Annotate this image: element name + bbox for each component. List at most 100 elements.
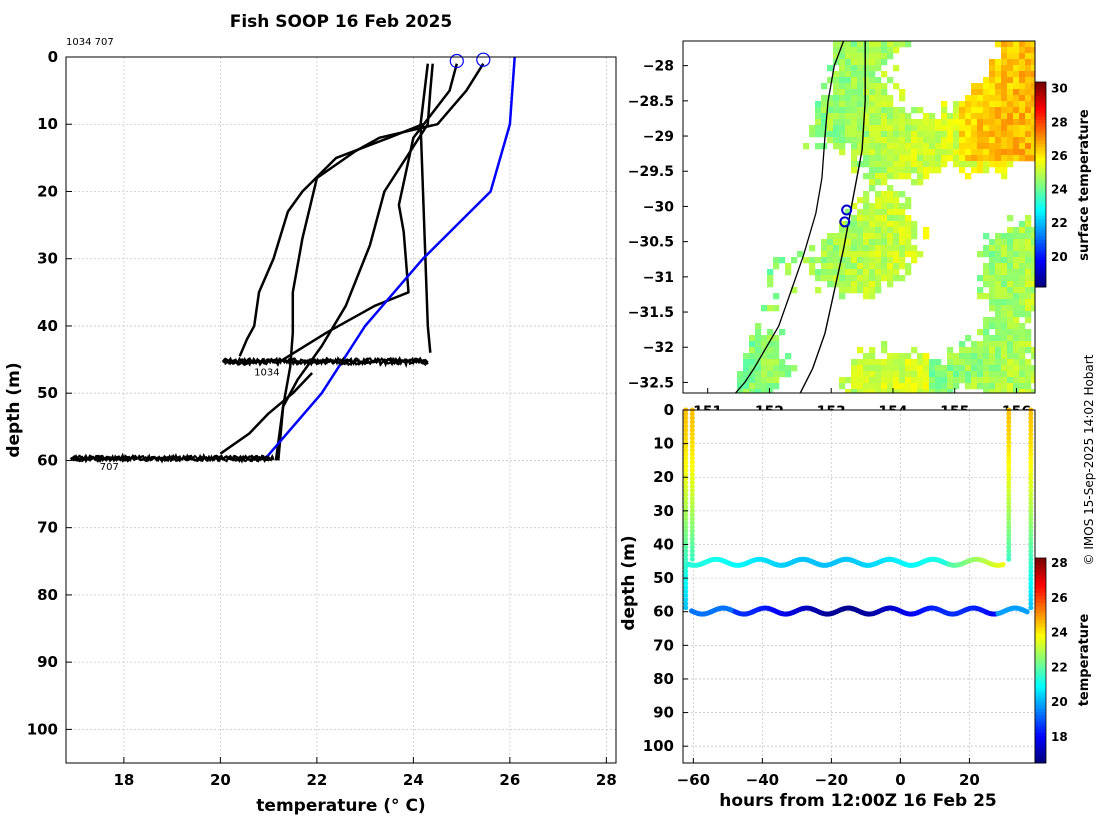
- sst-cell: [953, 143, 960, 150]
- cast-point: [689, 496, 695, 502]
- sst-cell: [863, 95, 870, 102]
- sst-cell: [863, 353, 870, 360]
- sst-cell: [959, 365, 966, 372]
- sst-cell: [881, 125, 888, 132]
- sst-cell: [989, 365, 996, 372]
- sst-cell: [875, 161, 882, 168]
- timeseries-colorbar-segment: [1035, 592, 1046, 597]
- sst-cell: [881, 209, 888, 216]
- sst-cell: [905, 119, 912, 126]
- timeseries-x-axis-label: hours from 12:00Z 16 Feb 25: [719, 791, 997, 811]
- cast-point: [1006, 435, 1012, 441]
- sst-cell: [989, 299, 996, 306]
- sst-cell: [857, 245, 864, 252]
- timeseries-tick-label-y: 0: [664, 401, 674, 419]
- cast-point: [689, 488, 695, 494]
- cast-point: [683, 585, 689, 591]
- sst-cell: [881, 143, 888, 150]
- sst-cell: [1025, 137, 1032, 144]
- sst-cell: [995, 389, 1002, 393]
- sst-cell: [1019, 125, 1026, 132]
- sst-cell: [935, 131, 942, 138]
- map-colorbar-segment: [1035, 266, 1046, 271]
- sst-cell: [869, 209, 876, 216]
- map-colorbar-segment: [1035, 99, 1046, 103]
- sst-cell: [1001, 101, 1008, 108]
- cast-point: [1006, 468, 1012, 474]
- timeseries-tick-label-y: 50: [653, 569, 674, 587]
- sst-cell: [989, 245, 996, 252]
- cast-point: [1028, 504, 1034, 510]
- sst-cell: [869, 359, 876, 366]
- sst-cell: [827, 233, 834, 240]
- map-tick-label-y: −28: [643, 59, 674, 75]
- sst-cell: [1031, 389, 1035, 393]
- sst-cell: [857, 275, 864, 282]
- profile-line-blue: [262, 56, 516, 462]
- profile-tick-label-y: 30: [37, 250, 58, 268]
- sst-cell: [983, 119, 990, 126]
- sst-cell: [875, 263, 882, 270]
- sst-cell: [983, 101, 990, 108]
- sst-cell: [863, 275, 870, 282]
- sst-cell: [1007, 59, 1014, 66]
- sst-cell: [1031, 47, 1035, 54]
- sst-cell: [857, 251, 864, 258]
- timeseries-tick-label-y: 30: [653, 502, 674, 520]
- sst-cell: [1001, 269, 1008, 276]
- sst-cell: [977, 347, 984, 354]
- sst-cell: [1001, 173, 1008, 180]
- sst-cell: [875, 131, 882, 138]
- sst-cell: [839, 53, 846, 60]
- sst-cell: [989, 131, 996, 138]
- profile-tick-label-x: 20: [210, 771, 231, 789]
- cast-point: [689, 540, 695, 546]
- sst-cell: [887, 275, 894, 282]
- sst-cell: [881, 251, 888, 258]
- timeseries-colorbar-segment: [1035, 636, 1046, 641]
- sst-cell: [983, 77, 990, 84]
- sst-cell: [959, 359, 966, 366]
- sst-cell: [911, 119, 918, 126]
- sst-cell: [1025, 125, 1032, 132]
- sst-cell: [893, 161, 900, 168]
- sst-cell: [851, 155, 858, 162]
- cast-point: [1028, 476, 1034, 482]
- sst-cell: [863, 59, 870, 66]
- sst-cell: [863, 209, 870, 216]
- sst-cell: [851, 41, 858, 48]
- sst-cell: [953, 365, 960, 372]
- sst-cell: [893, 107, 900, 114]
- map-colorbar-segment: [1035, 164, 1046, 168]
- sst-cell: [851, 119, 858, 126]
- sst-cell: [971, 131, 978, 138]
- sst-cell: [917, 167, 924, 174]
- sst-cell: [869, 101, 876, 108]
- sst-cell: [995, 293, 1002, 300]
- sst-cell: [1025, 149, 1032, 156]
- map-colorbar-segment: [1035, 143, 1046, 148]
- sst-cell: [1001, 311, 1008, 318]
- sst-cell: [881, 383, 888, 390]
- profile-grid: [66, 56, 616, 763]
- sst-cell: [1007, 137, 1014, 144]
- map-colorbar-segment: [1035, 123, 1046, 127]
- sst-cell: [743, 383, 750, 390]
- sst-cell: [947, 131, 954, 138]
- cast-point: [1006, 463, 1012, 469]
- mooring-707-point: [1024, 609, 1030, 615]
- sst-cell: [869, 377, 876, 384]
- sst-cell: [989, 383, 996, 390]
- sst-cell: [983, 317, 990, 324]
- sst-cell: [977, 125, 984, 132]
- map-colorbar-segment: [1035, 146, 1046, 151]
- sst-cell: [977, 89, 984, 96]
- sst-cell: [869, 89, 876, 96]
- sst-cell: [959, 131, 966, 138]
- timeseries-colorbar-segment: [1035, 564, 1046, 569]
- cast-point: [1028, 463, 1034, 469]
- sst-cell: [881, 113, 888, 120]
- sst-cell: [869, 143, 876, 150]
- sst-cell: [905, 221, 912, 228]
